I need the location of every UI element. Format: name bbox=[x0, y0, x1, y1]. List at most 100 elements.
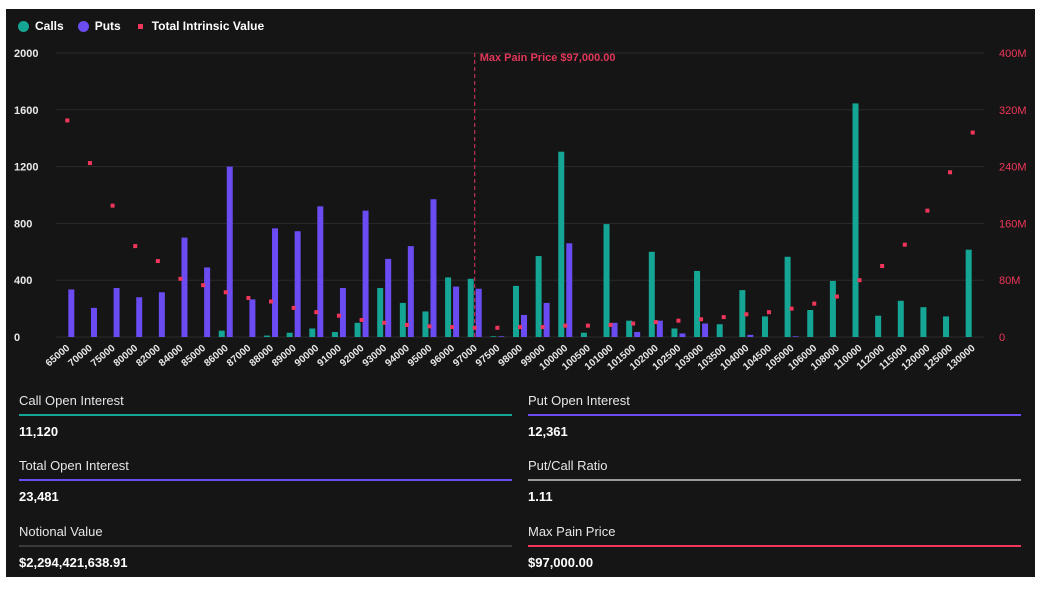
x-tick-label: 87000 bbox=[225, 343, 254, 370]
annotation-layer: Max Pain Price $97,000.00 bbox=[474, 52, 615, 337]
calls-bar bbox=[490, 336, 497, 337]
calls-bar bbox=[580, 332, 587, 337]
intrinsic-point bbox=[721, 315, 726, 320]
puts-bar bbox=[90, 307, 97, 337]
right-tick-label: 160M bbox=[999, 218, 1027, 230]
chart-legend: Calls Puts Total Intrinsic Value bbox=[18, 19, 264, 33]
stat-value: 1.11 bbox=[528, 489, 553, 504]
puts-bar bbox=[611, 322, 618, 337]
puts-bar bbox=[566, 243, 573, 337]
calls-bar bbox=[445, 277, 452, 337]
puts-bar bbox=[679, 333, 686, 337]
x-tick-label: 86000 bbox=[202, 343, 231, 370]
x-tick-label: 91000 bbox=[315, 343, 344, 370]
x-tick-label: 75000 bbox=[89, 343, 118, 370]
dot-layer bbox=[65, 118, 975, 330]
puts-bar bbox=[453, 286, 460, 337]
stat-underline bbox=[528, 545, 1021, 547]
stat-label: Notional Value bbox=[19, 524, 103, 539]
intrinsic-point bbox=[789, 306, 794, 311]
x-tick-label: 93000 bbox=[361, 343, 390, 370]
intrinsic-point bbox=[65, 118, 70, 123]
right-tick-label: 0 bbox=[999, 332, 1005, 344]
legend-label-calls: Calls bbox=[35, 19, 64, 33]
puts-bar bbox=[385, 258, 392, 337]
intrinsic-point bbox=[585, 323, 590, 328]
intrinsic-point bbox=[880, 264, 885, 268]
stat-value: 23,481 bbox=[19, 489, 59, 504]
calls-bar bbox=[648, 251, 655, 337]
puts-bar bbox=[747, 334, 754, 337]
chart-panel: 0 0 400 80M 800 160M 1200 240M 1600 320M 2000 400M 6… bbox=[6, 9, 1035, 577]
x-tick-label: 98000 bbox=[497, 343, 526, 370]
calls-bar bbox=[943, 316, 950, 337]
intrinsic-point bbox=[653, 320, 658, 325]
left-tick-label: 0 bbox=[14, 332, 20, 344]
x-tick-label: 70000 bbox=[67, 343, 96, 370]
intrinsic-point bbox=[676, 318, 681, 323]
intrinsic-point bbox=[970, 130, 975, 135]
calls-bar bbox=[829, 280, 836, 337]
stat-value: 11,120 bbox=[19, 424, 59, 439]
calls-bar bbox=[626, 320, 633, 337]
puts-bar bbox=[362, 210, 369, 337]
intrinsic-point bbox=[450, 325, 455, 330]
intrinsic-point bbox=[744, 312, 749, 317]
calls-bar bbox=[331, 332, 338, 337]
calls-bar bbox=[354, 322, 361, 337]
legend-item-intrinsic[interactable]: Total Intrinsic Value bbox=[135, 19, 264, 33]
intrinsic-point bbox=[925, 208, 930, 213]
intrinsic-point bbox=[110, 203, 115, 208]
puts-bar bbox=[656, 320, 663, 337]
puts-bar bbox=[407, 246, 414, 337]
intrinsic-point bbox=[495, 325, 500, 330]
intrinsic-point bbox=[608, 322, 613, 327]
calls-bar bbox=[535, 256, 542, 337]
stat-total-open-interest: Total Open Interest 23,481 bbox=[19, 456, 512, 504]
stat-label: Put Open Interest bbox=[528, 393, 630, 408]
intrinsic-point bbox=[699, 317, 704, 322]
legend-item-puts[interactable]: Puts bbox=[77, 19, 121, 33]
intrinsic-point bbox=[201, 283, 206, 288]
x-tick-label: 90000 bbox=[293, 343, 322, 370]
calls-bar bbox=[807, 310, 814, 337]
puts-bar bbox=[226, 166, 233, 337]
puts-bar bbox=[113, 288, 120, 337]
puts-bar bbox=[634, 332, 641, 337]
calls-bar bbox=[852, 103, 859, 337]
calls-bar bbox=[309, 328, 316, 337]
calls-bar bbox=[377, 288, 384, 337]
intrinsic-point bbox=[382, 320, 387, 325]
intrinsic-point bbox=[518, 325, 522, 330]
calls-bar bbox=[694, 270, 701, 337]
calls-bar bbox=[264, 335, 271, 337]
puts-bar bbox=[543, 302, 550, 337]
intrinsic-point bbox=[178, 276, 183, 281]
puts-bar bbox=[158, 292, 165, 337]
stat-label: Max Pain Price bbox=[528, 524, 616, 539]
intrinsic-point bbox=[631, 321, 636, 326]
legend-item-calls[interactable]: Calls bbox=[18, 19, 64, 33]
puts-swatch-icon bbox=[77, 20, 89, 32]
puts-bar bbox=[475, 288, 482, 337]
puts-bar bbox=[498, 336, 505, 337]
x-tick-label: 92000 bbox=[338, 343, 367, 370]
legend-label-puts: Puts bbox=[94, 19, 121, 33]
x-tick-label: 65000 bbox=[44, 343, 73, 370]
left-tick-label: 1600 bbox=[14, 105, 38, 117]
bar-layer bbox=[68, 103, 972, 337]
intrinsic-point bbox=[87, 161, 92, 166]
intrinsic-point bbox=[902, 242, 907, 247]
calls-bar bbox=[286, 332, 293, 337]
intrinsic-swatch-icon bbox=[137, 23, 143, 29]
stat-put-open-interest: Put Open Interest 12,361 bbox=[528, 391, 1021, 439]
intrinsic-point bbox=[857, 278, 862, 283]
intrinsic-point bbox=[246, 295, 251, 300]
x-tick-label: 85000 bbox=[180, 343, 209, 370]
intrinsic-point bbox=[404, 322, 409, 327]
calls-bar bbox=[897, 300, 904, 337]
calls-bar bbox=[920, 307, 927, 337]
intrinsic-point bbox=[314, 310, 319, 315]
puts-bar bbox=[204, 267, 211, 337]
x-tick-label: 80000 bbox=[112, 343, 141, 370]
